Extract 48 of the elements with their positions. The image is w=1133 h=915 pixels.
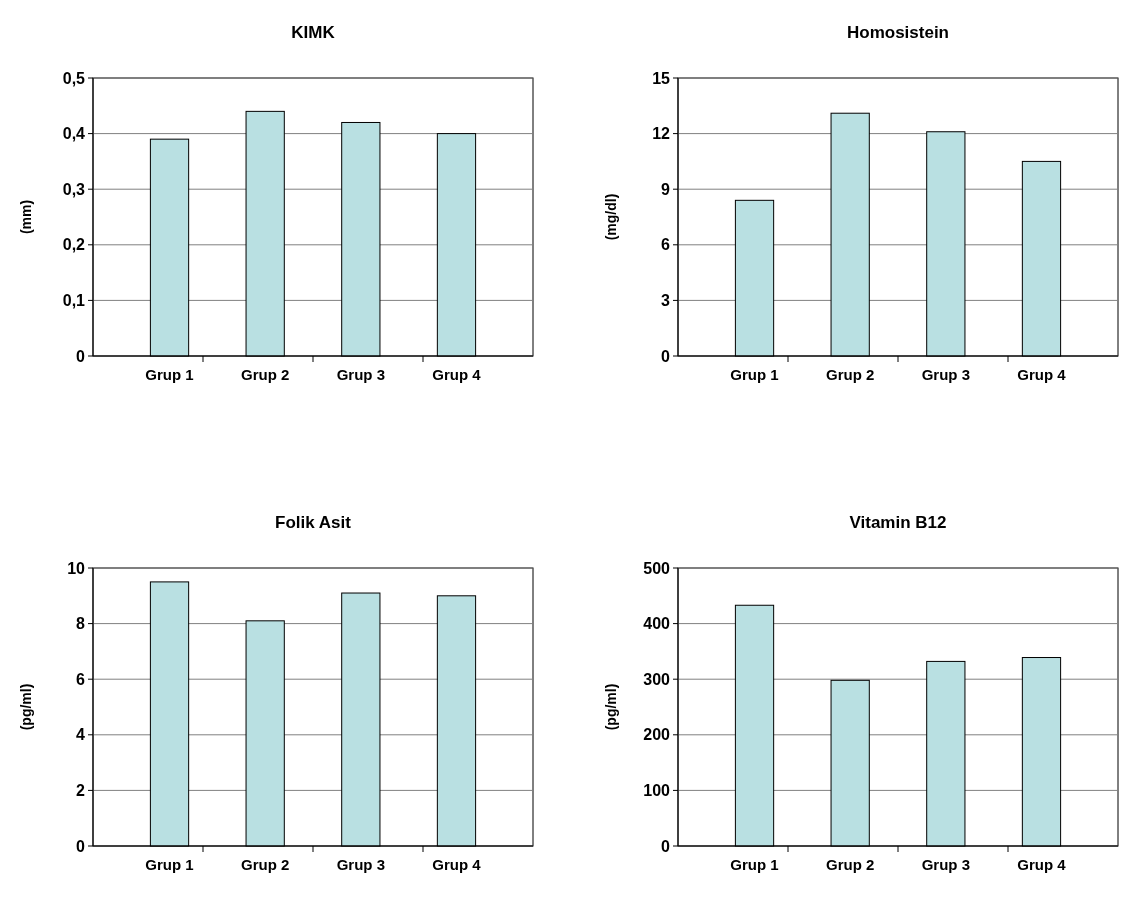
x-tick-label: Grup 1	[145, 856, 194, 873]
y-tick-label: 0	[76, 347, 86, 365]
x-tick-label: Grup 2	[826, 856, 875, 873]
chart-title: Folik Asit	[275, 513, 352, 532]
y-tick-label: 100	[643, 782, 671, 799]
chart-title: Homosistein	[846, 23, 950, 42]
y-tick-label: 12	[652, 125, 671, 143]
x-tick-label: Grup 2	[241, 366, 290, 383]
x-tick-label: Grup 1	[145, 366, 194, 383]
x-tick-label: Grup 1	[730, 856, 779, 873]
y-tick-label: 0,4	[62, 125, 86, 143]
y-tick-label: 3	[661, 292, 671, 309]
y-tick-label: 300	[643, 670, 671, 688]
y-tick-label: 200	[643, 726, 671, 744]
y-tick-label: 500	[643, 559, 671, 577]
y-axis-title: (mm)	[18, 199, 34, 235]
y-tick-label: 0,3	[62, 180, 86, 198]
x-tick-label: Grup 3	[921, 856, 970, 873]
y-tick-label: 0,2	[62, 236, 86, 254]
y-tick-label: 2	[76, 782, 86, 799]
x-tick-label: Grup 2	[241, 856, 290, 873]
x-tick-label: Grup 4	[432, 366, 482, 383]
y-tick-label: 0,1	[62, 292, 86, 309]
x-tick-label: Grup 4	[432, 856, 482, 873]
x-tick-label: Grup 3	[921, 366, 970, 383]
y-tick-label: 6	[76, 670, 86, 688]
x-tick-label: Grup 4	[1017, 366, 1067, 383]
y-tick-label: 400	[643, 615, 671, 633]
y-tick-label: 4	[76, 726, 86, 744]
chart-title: KIMK	[291, 23, 336, 42]
y-tick-label: 8	[76, 615, 86, 633]
y-tick-label: 0,5	[62, 69, 86, 87]
y-tick-label: 15	[652, 69, 671, 87]
chart-title: Vitamin B12	[849, 513, 947, 532]
y-tick-label: 9	[661, 180, 671, 198]
y-tick-label: 0	[661, 347, 671, 365]
y-tick-label: 6	[661, 236, 671, 254]
x-tick-label: Grup 2	[826, 366, 875, 383]
x-tick-label: Grup 3	[336, 856, 385, 873]
y-axis-title: (mg/dl)	[603, 193, 619, 241]
x-tick-label: Grup 4	[1017, 856, 1067, 873]
y-tick-label: 0	[661, 837, 671, 855]
x-tick-label: Grup 3	[336, 366, 385, 383]
y-tick-label: 10	[67, 559, 86, 577]
y-tick-label: 0	[76, 837, 86, 855]
y-axis-title: (pg/ml)	[603, 683, 619, 731]
y-axis-title: (pg/ml)	[18, 683, 34, 731]
x-tick-label: Grup 1	[730, 366, 779, 383]
